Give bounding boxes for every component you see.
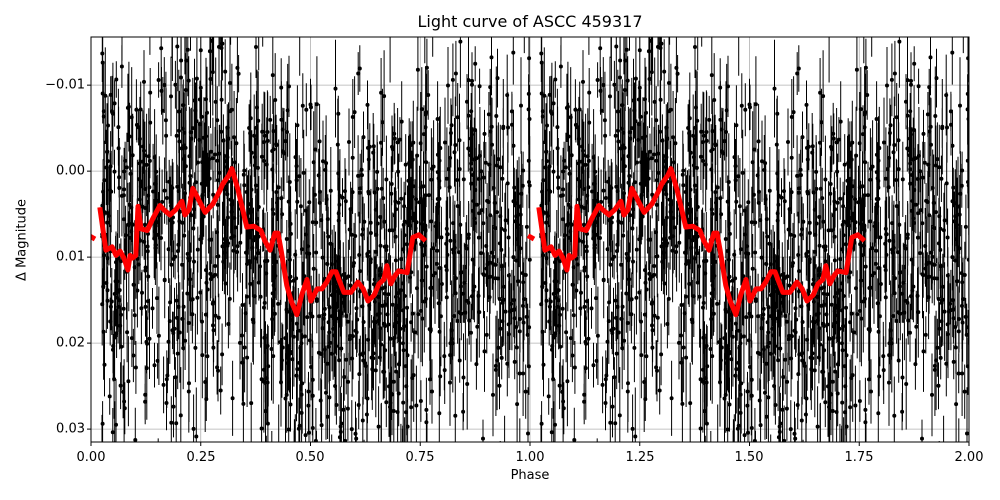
y-tick-label: 0.00 xyxy=(56,163,85,179)
chart-title: Light curve of ASCC 459317 xyxy=(417,12,643,31)
x-axis-label: Phase xyxy=(510,468,550,483)
y-tick-label: 0.02 xyxy=(56,335,85,351)
x-tick-label: 1.50 xyxy=(734,450,764,465)
observation-points xyxy=(100,37,969,442)
model-curve xyxy=(91,166,867,318)
x-tick-label: 1.00 xyxy=(515,450,545,465)
y-tick-label: 0.03 xyxy=(56,421,85,437)
y-axis-label: Δ Magnitude xyxy=(14,199,30,281)
x-tick-label: 0.50 xyxy=(295,450,325,465)
y-tick-label: 0.01 xyxy=(56,249,85,265)
tick-marks xyxy=(87,84,970,446)
x-tick-label: 0.00 xyxy=(76,450,106,465)
x-tick-label: 0.75 xyxy=(405,450,435,465)
x-tick-label: 1.25 xyxy=(625,450,655,465)
x-tick-label: 2.00 xyxy=(954,450,984,465)
x-tick-label: 1.75 xyxy=(844,450,874,465)
x-tick-label: 0.25 xyxy=(186,450,216,465)
y-tick-label: −0.01 xyxy=(45,77,85,93)
